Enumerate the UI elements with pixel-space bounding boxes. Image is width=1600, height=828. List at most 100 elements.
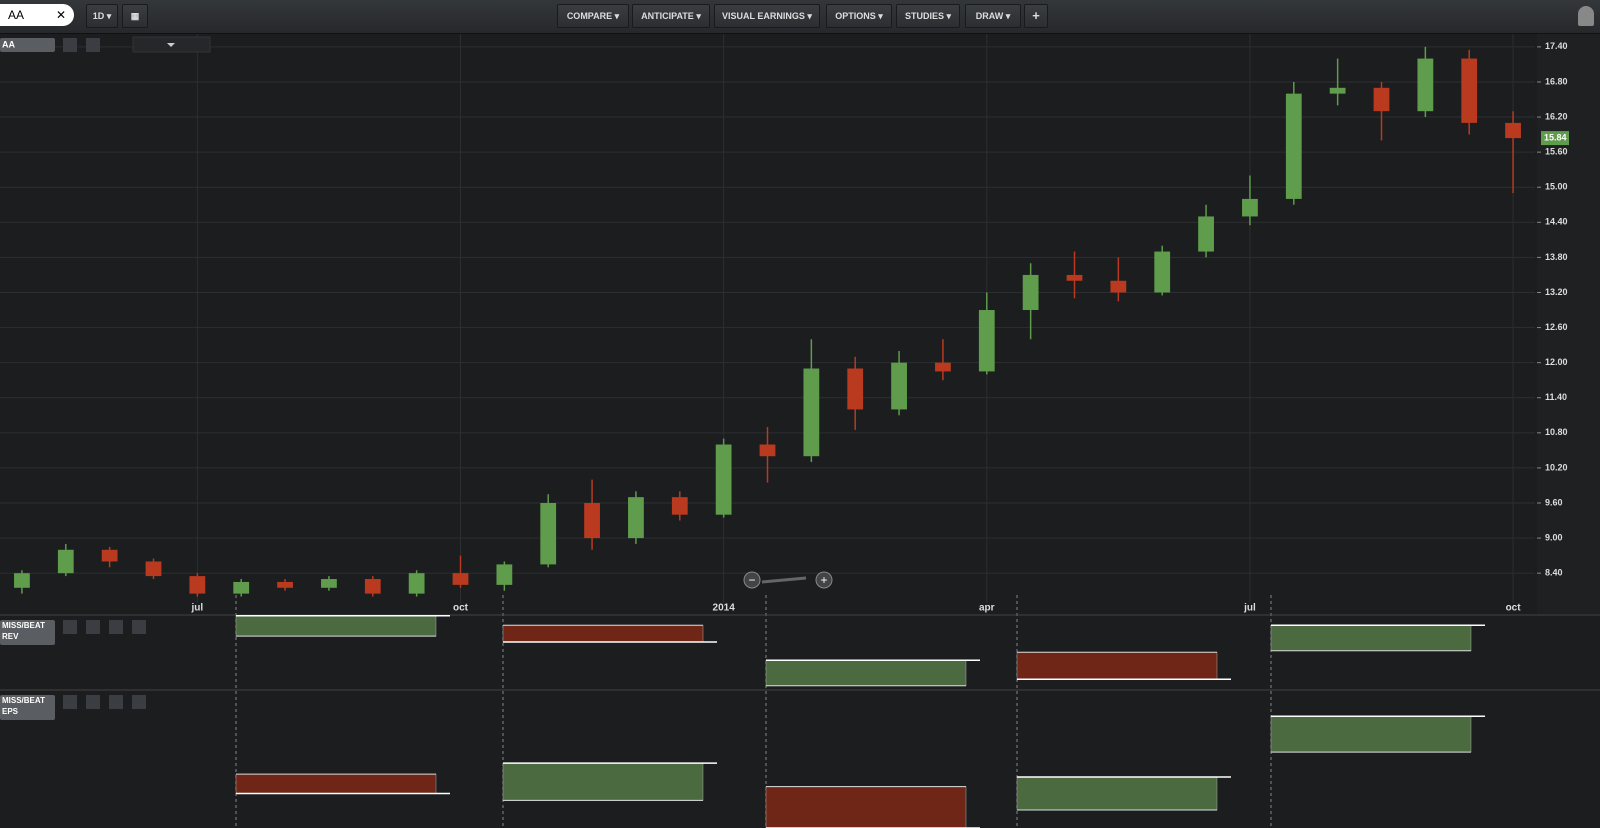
y-tick-label: 12.60 [1545, 322, 1568, 332]
symbol: AA [8, 8, 25, 22]
expand-button[interactable] [63, 38, 77, 52]
surprise-bar [765, 660, 967, 687]
candle-body [978, 310, 995, 372]
x-tick-label: oct [1506, 603, 1522, 614]
panel-label-bg [0, 620, 55, 645]
x-tick-label: apr [979, 603, 995, 614]
x-tick-label: jul [191, 603, 204, 614]
crosshair-button[interactable]: + [1024, 4, 1048, 28]
candle-body [14, 573, 30, 588]
surprise-bar [235, 773, 437, 794]
menu-button[interactable]: VISUAL EARNINGS ▾ [714, 4, 820, 28]
surprise-bar [1270, 715, 1472, 753]
chart-label-bg [0, 38, 55, 52]
menu-label: ANTICIPATE [641, 11, 694, 21]
candle-body [628, 497, 644, 539]
y-tick-label: 12.00 [1545, 357, 1568, 367]
panel-button[interactable] [109, 695, 123, 709]
y-tick-label: 17.40 [1545, 41, 1568, 51]
candle-body [496, 564, 513, 585]
menu-button[interactable]: DRAW ▾ [965, 4, 1021, 28]
menu-button[interactable]: STUDIES ▾ [896, 4, 960, 28]
panel-label: MISS/BEAT [2, 696, 45, 705]
candle-body [935, 362, 951, 372]
last-price: 15.84 [1544, 132, 1567, 142]
zoom-out-sign: − [748, 573, 755, 587]
y-tick-label: 16.80 [1545, 76, 1568, 86]
y-tick-label: 13.20 [1545, 287, 1568, 297]
candle-body [715, 444, 732, 515]
menu-label: OPTIONS [835, 11, 876, 21]
candle-body [759, 444, 776, 457]
menu-label: COMPARE [566, 11, 613, 21]
candle-body [891, 362, 907, 410]
user-icon[interactable] [1578, 6, 1594, 26]
candle-body [57, 549, 74, 574]
panel-button[interactable] [86, 620, 100, 634]
candle-body [101, 549, 118, 562]
panel-label: MISS/BEAT [2, 621, 45, 630]
panel-button[interactable] [63, 695, 77, 709]
surprise-bar [1270, 624, 1472, 652]
candle-body [408, 573, 425, 594]
y-tick-label: 15.60 [1545, 147, 1568, 157]
x-tick-label: oct [453, 603, 469, 614]
symbol-input[interactable]: AA ✕ [0, 4, 74, 26]
interval-button[interactable]: 1D ▾ [86, 4, 118, 28]
panel-button[interactable] [132, 695, 146, 709]
down-button[interactable] [86, 38, 100, 52]
candle-body [233, 581, 250, 594]
candle-body [671, 497, 688, 515]
surprise-bar [235, 615, 437, 637]
menu-button[interactable]: COMPARE ▾ [557, 4, 629, 28]
surprise-bar [1016, 776, 1218, 811]
y-tick-label: 8.40 [1545, 568, 1563, 578]
menu-label: DRAW [975, 11, 1004, 21]
panel-label: REV [2, 632, 19, 641]
dropdown-arrow [167, 43, 175, 47]
clear-icon[interactable]: ✕ [55, 8, 66, 22]
y-tick-label: 10.20 [1545, 462, 1568, 472]
last-price-bg [1541, 131, 1569, 146]
candle-body [1461, 58, 1478, 123]
y-tick-label: 9.00 [1545, 532, 1563, 542]
axis-bg [1537, 34, 1600, 614]
candle-body [1154, 251, 1171, 293]
y-tick-label: 16.20 [1545, 111, 1568, 121]
calendar-button[interactable]: ▦ [122, 4, 148, 28]
candle-body [1505, 122, 1521, 139]
panel-label: EPS [2, 707, 19, 716]
x-tick-label: jul [1243, 603, 1256, 614]
surprise-bar [1016, 651, 1218, 680]
candle-body [584, 503, 600, 539]
panel-label-bg [0, 695, 55, 720]
zoom-out[interactable] [743, 571, 761, 589]
candle-body [1242, 198, 1258, 217]
panel-button[interactable] [109, 620, 123, 634]
panel-button[interactable] [63, 620, 77, 634]
candle-body [321, 579, 337, 588]
candle-body [364, 579, 381, 594]
candle-body [1329, 87, 1346, 94]
surprise-bar [765, 786, 967, 828]
y-tick-label: 15.00 [1545, 182, 1568, 192]
menu-button[interactable]: ANTICIPATE ▾ [632, 4, 710, 28]
menu-button[interactable]: OPTIONS ▾ [826, 4, 892, 28]
candle-body [189, 576, 206, 594]
chart-label: AA [2, 39, 15, 49]
candle-body [1198, 216, 1214, 252]
candle-body [1022, 274, 1039, 311]
toolbar: AA ✕ 1D ▾ ▦ + COMPARE ▾ ANTICIPATE ▾ VISUAL… [0, 0, 1600, 34]
x-tick-label: 2014 [713, 603, 736, 614]
surprise-bar [502, 762, 704, 801]
y-tick-label: 10.80 [1545, 427, 1568, 437]
candle-body [277, 581, 293, 588]
y-tick-label: 9.60 [1545, 497, 1563, 507]
zoom-in[interactable] [815, 571, 833, 589]
candle-body [1373, 87, 1390, 112]
panel-button[interactable] [86, 695, 100, 709]
interval: 1D [92, 11, 105, 21]
panel-button[interactable] [132, 620, 146, 634]
menu-label: STUDIES [904, 11, 944, 21]
